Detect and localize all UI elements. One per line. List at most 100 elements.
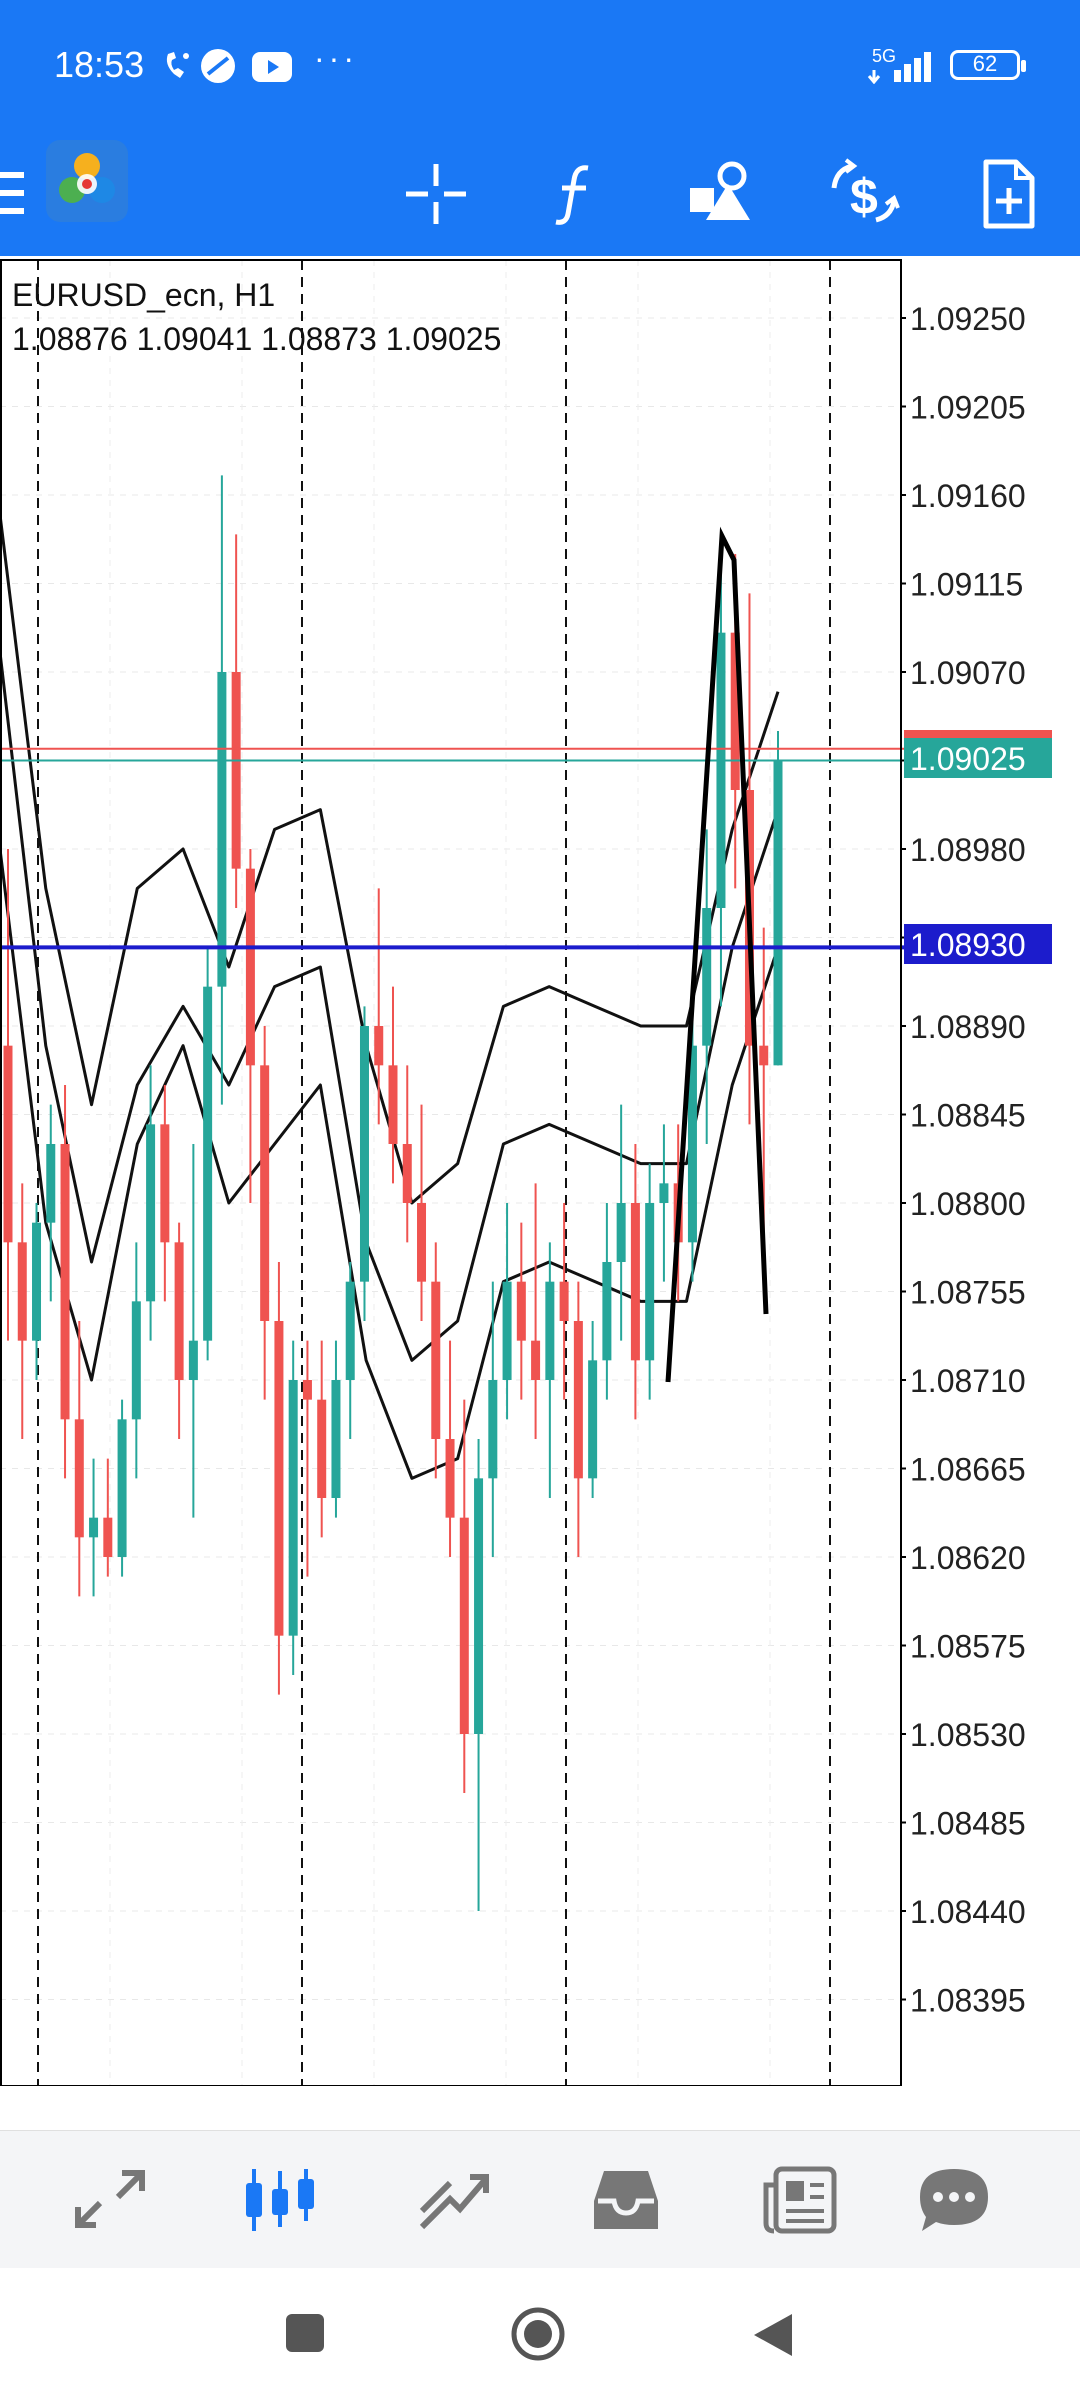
youtube-icon — [252, 52, 292, 82]
menu-icon[interactable] — [0, 164, 30, 222]
candle — [160, 1085, 170, 1302]
candle — [131, 1242, 141, 1479]
candle-body — [146, 1124, 156, 1302]
candle-body — [602, 1262, 612, 1361]
metatrader-logo-icon[interactable] — [46, 140, 128, 222]
candle — [32, 1203, 42, 1380]
price-tick-label: 1.08800 — [910, 1186, 1026, 1222]
top-toolbar: $ — [0, 130, 1080, 256]
candle — [260, 1026, 270, 1400]
candle — [117, 1399, 127, 1577]
price-tick-label: 1.08980 — [910, 832, 1026, 868]
candle — [502, 1203, 512, 1420]
back-icon[interactable] — [752, 2312, 794, 2358]
quotes-icon[interactable] — [70, 2165, 150, 2235]
price-tick-label: 1.09205 — [910, 390, 1026, 426]
price-tick-label: 1.08665 — [910, 1452, 1026, 1488]
candle-body — [474, 1478, 484, 1734]
candle-body — [17, 1242, 27, 1341]
candle — [17, 1183, 27, 1439]
candle — [317, 1340, 327, 1538]
candle — [46, 1104, 56, 1302]
candle-body — [359, 1026, 369, 1282]
crosshair-icon[interactable] — [400, 158, 472, 230]
messages-icon[interactable] — [914, 2165, 994, 2235]
candle-body — [759, 1045, 769, 1066]
candle — [474, 1439, 484, 1911]
trade-icon[interactable] — [414, 2165, 494, 2235]
home-icon[interactable] — [510, 2306, 566, 2362]
price-chart[interactable]: 1.09250 1.09205 1.09160 1.09115 1.09070 1.090… — [0, 256, 1080, 2086]
candle — [459, 1399, 469, 1793]
candle-body — [573, 1321, 583, 1479]
candle-body — [174, 1242, 184, 1380]
candle-body — [516, 1281, 526, 1341]
price-tick-label: 1.09070 — [910, 655, 1026, 691]
candle — [388, 986, 398, 1184]
vpn-icon — [201, 49, 235, 83]
candle-body — [103, 1517, 113, 1557]
candle-body — [531, 1340, 541, 1380]
battery-icon: 62 — [950, 50, 1026, 80]
candle — [702, 829, 712, 1144]
candle — [231, 534, 241, 908]
candle — [616, 1104, 626, 1341]
candle — [3, 849, 13, 1341]
candle — [630, 1144, 640, 1420]
new-order-icon[interactable]: $ — [828, 158, 900, 230]
candle-body — [702, 908, 712, 1046]
candle — [60, 1085, 70, 1479]
candle — [759, 927, 769, 1243]
candle — [516, 1222, 526, 1400]
candle-body — [388, 1065, 398, 1144]
history-icon[interactable] — [586, 2165, 666, 2235]
candle — [217, 475, 227, 1105]
candle — [74, 1321, 84, 1597]
candle-body — [630, 1203, 640, 1361]
more-notifications: ··· — [314, 40, 358, 76]
chart-icon[interactable] — [240, 2165, 320, 2235]
candle-body — [245, 868, 255, 1066]
candle-body — [659, 1183, 669, 1203]
candle — [531, 1183, 541, 1439]
candle — [573, 1281, 583, 1557]
drawn-trendline[interactable] — [665, 526, 769, 1383]
bid-price-label: 1.09025 — [910, 741, 1026, 777]
indicators-icon[interactable] — [540, 158, 612, 230]
recents-icon[interactable] — [284, 2312, 326, 2354]
system-navigation — [0, 2268, 1080, 2400]
status-time: 18:53 — [54, 44, 145, 85]
candle — [274, 1262, 284, 1695]
candle-body — [131, 1301, 141, 1420]
battery-level: 62 — [972, 51, 998, 76]
candle — [659, 1124, 669, 1282]
candle-body — [730, 632, 740, 790]
candle-body — [431, 1281, 441, 1439]
candle — [588, 1321, 598, 1498]
candle-body — [3, 1045, 13, 1243]
price-axis: 1.09250 1.09205 1.09160 1.09115 1.09070 1.090… — [900, 301, 1026, 2019]
candle-body — [588, 1360, 598, 1479]
bottom-navigation — [0, 2130, 1080, 2269]
candle — [103, 1458, 113, 1577]
candle-body — [545, 1281, 555, 1380]
candle — [203, 947, 213, 1361]
candle-body — [160, 1124, 170, 1243]
candle-body — [374, 1026, 384, 1066]
price-tick-label: 1.09250 — [910, 301, 1026, 337]
candle-body — [288, 1380, 298, 1636]
trend-lines[interactable] — [665, 526, 769, 1383]
chart-border — [0, 259, 902, 2086]
price-tick-label: 1.08755 — [910, 1275, 1026, 1311]
candle-body — [74, 1419, 84, 1538]
news-icon[interactable] — [760, 2165, 840, 2235]
price-tick-label: 1.08845 — [910, 1098, 1026, 1134]
new-chart-icon[interactable] — [972, 158, 1044, 230]
price-lines — [0, 747, 904, 950]
candle-body — [502, 1281, 512, 1380]
candle — [773, 731, 783, 1066]
network-label: 5G — [872, 46, 897, 66]
objects-icon[interactable] — [684, 158, 756, 230]
candle-body — [274, 1321, 284, 1636]
price-tick-label: 1.08575 — [910, 1629, 1026, 1665]
